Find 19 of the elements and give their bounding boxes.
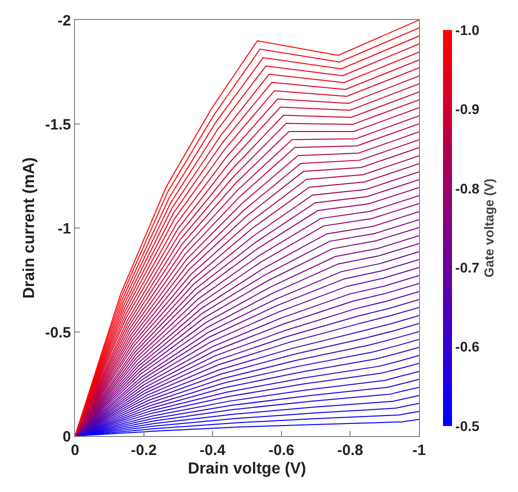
y-tick-label: -2	[58, 12, 71, 30]
x-tick-label: -0.8	[337, 442, 364, 459]
color-bar-label: -0.5	[455, 418, 480, 434]
color-bar-label: -1.0	[455, 22, 480, 38]
y-tick-label: -0.5	[45, 324, 71, 342]
y-axis-title: Drain current (mA)	[21, 157, 38, 299]
color-bar-label: -0.7	[455, 260, 480, 276]
y-tick-label: 0	[62, 428, 71, 446]
x-tick-label: -0.4	[200, 442, 226, 459]
x-tick-label: -1	[412, 442, 426, 459]
color-bar-title: Gate voltage (V)	[482, 178, 497, 278]
y-tick-label: -1.5	[45, 116, 71, 134]
color-bar-label: -0.8	[455, 180, 480, 196]
x-tick-label: -0.2	[130, 442, 157, 459]
color-bar-label: -0.6	[455, 338, 480, 355]
x-tick-label: -0.6	[268, 442, 294, 459]
color-bar-label: -0.9	[455, 101, 480, 118]
x-axis-title: Drain voltge (V)	[188, 460, 306, 478]
y-tick-label: -1	[58, 220, 71, 238]
